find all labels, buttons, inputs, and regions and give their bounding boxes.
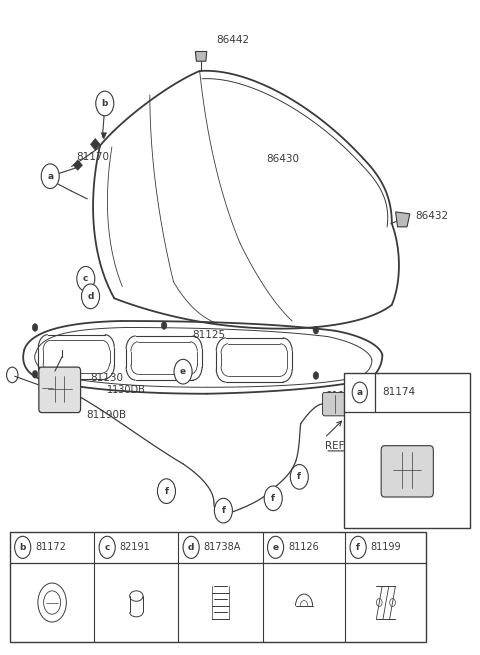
Circle shape	[32, 370, 38, 378]
Text: 81125: 81125	[192, 330, 226, 341]
Polygon shape	[91, 138, 100, 150]
Circle shape	[313, 371, 319, 379]
Circle shape	[41, 164, 59, 189]
Text: f: f	[297, 472, 301, 481]
Text: f: f	[221, 506, 226, 515]
Circle shape	[267, 536, 284, 558]
Text: 86442: 86442	[216, 35, 250, 45]
Circle shape	[215, 498, 232, 523]
Text: a: a	[47, 172, 53, 181]
Text: 86432: 86432	[416, 211, 449, 221]
FancyBboxPatch shape	[323, 392, 348, 416]
Text: 1130DB: 1130DB	[107, 386, 146, 396]
Text: a: a	[357, 388, 363, 397]
Text: 81199: 81199	[371, 542, 401, 552]
Polygon shape	[195, 52, 207, 61]
Bar	[10, 532, 426, 643]
Text: f: f	[165, 487, 168, 496]
Text: 81190A: 81190A	[325, 390, 366, 401]
Circle shape	[14, 536, 31, 558]
Bar	[344, 373, 470, 527]
Text: 81126: 81126	[288, 542, 319, 552]
Circle shape	[352, 382, 367, 403]
Text: e: e	[180, 367, 186, 376]
Text: e: e	[273, 543, 279, 552]
Text: 82191: 82191	[120, 542, 150, 552]
Text: REF.60-660: REF.60-660	[325, 441, 383, 451]
Text: 81738A: 81738A	[204, 542, 241, 552]
Circle shape	[290, 464, 308, 489]
Polygon shape	[101, 133, 107, 139]
Circle shape	[313, 326, 319, 334]
Circle shape	[82, 284, 99, 309]
Text: 81172: 81172	[35, 542, 66, 552]
Circle shape	[161, 322, 167, 329]
Text: 81190B: 81190B	[86, 410, 126, 420]
Circle shape	[77, 267, 95, 291]
Text: 81130: 81130	[91, 373, 123, 383]
Circle shape	[264, 486, 282, 511]
Text: d: d	[87, 292, 94, 301]
Text: 81170: 81170	[76, 153, 109, 162]
Text: 86430: 86430	[266, 154, 299, 164]
Text: 81174: 81174	[383, 388, 416, 398]
Text: b: b	[102, 99, 108, 108]
Polygon shape	[396, 212, 410, 227]
Circle shape	[350, 536, 366, 558]
Circle shape	[99, 536, 115, 558]
FancyBboxPatch shape	[39, 367, 81, 413]
Polygon shape	[73, 160, 83, 170]
Text: c: c	[83, 274, 88, 284]
Circle shape	[157, 479, 176, 504]
Text: f: f	[356, 543, 360, 552]
Circle shape	[96, 91, 114, 116]
Circle shape	[174, 360, 192, 384]
Text: d: d	[188, 543, 194, 552]
Circle shape	[32, 324, 38, 331]
Circle shape	[183, 536, 199, 558]
Text: b: b	[20, 543, 26, 552]
Text: c: c	[105, 543, 110, 552]
Text: f: f	[271, 494, 275, 503]
FancyBboxPatch shape	[381, 445, 433, 497]
